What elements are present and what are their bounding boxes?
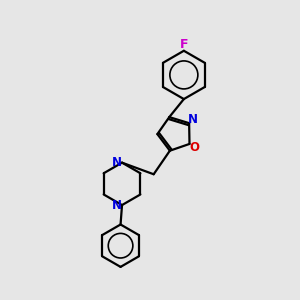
Text: O: O xyxy=(190,141,200,154)
Text: F: F xyxy=(180,38,188,51)
Text: N: N xyxy=(188,113,198,127)
Text: N: N xyxy=(112,156,122,169)
Text: N: N xyxy=(112,199,122,212)
